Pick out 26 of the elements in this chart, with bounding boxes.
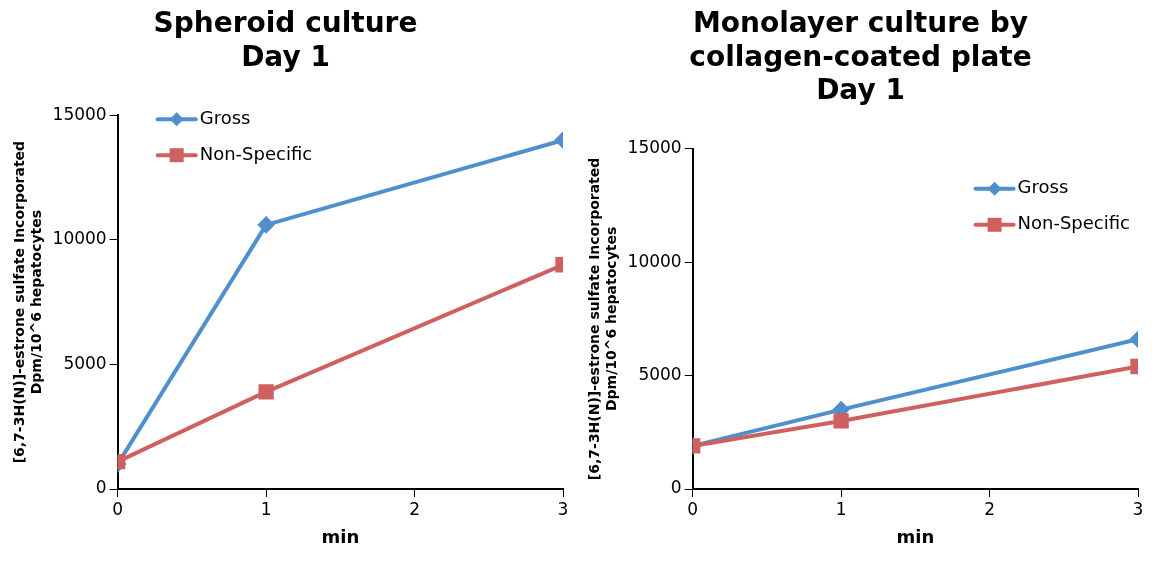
y-tick-label: 15000 [52, 103, 107, 124]
y-axis-title: [6,7-3H(N)]-estrone sulfate Incorporated Dpm/10^6 hepatocytes [586, 157, 619, 481]
x-tick-label: 2 [984, 498, 995, 519]
x-tick-label: 3 [1132, 498, 1144, 519]
x-tick-label: 3 [557, 498, 569, 519]
legend-label: Gross [199, 106, 251, 128]
y-tick-label: 0 [670, 477, 682, 498]
x-tick-label: 1 [835, 498, 847, 519]
x-axis-title: min [896, 525, 935, 547]
x-axis-title: min [321, 525, 360, 547]
y-tick-label: 10000 [627, 250, 682, 271]
y-axis-title: [6,7-3H(N)]-estrone sulfate Incorporated Dpm/10^6 hepatocytes [11, 140, 44, 464]
x-tick-label: 0 [687, 498, 699, 519]
y-tick-label: 5000 [638, 364, 682, 385]
legend-label: Non-Specific [1017, 212, 1131, 234]
y-tick-label: 5000 [63, 352, 107, 373]
x-tick-label: 1 [260, 498, 272, 519]
y-tick-label: 15000 [627, 137, 682, 158]
chart-title: Spheroid culture Day 1 [153, 6, 418, 73]
x-tick-label: 0 [112, 498, 124, 519]
y-tick-label: 0 [95, 477, 107, 498]
legend-label: Gross [1017, 176, 1069, 198]
x-tick-label: 2 [409, 498, 420, 519]
chart-title: Monolayer culture by collagen-coated plate Day 1 [689, 6, 1032, 107]
legend-label: Non-Specific [199, 142, 313, 164]
y-tick-label: 10000 [52, 228, 107, 249]
